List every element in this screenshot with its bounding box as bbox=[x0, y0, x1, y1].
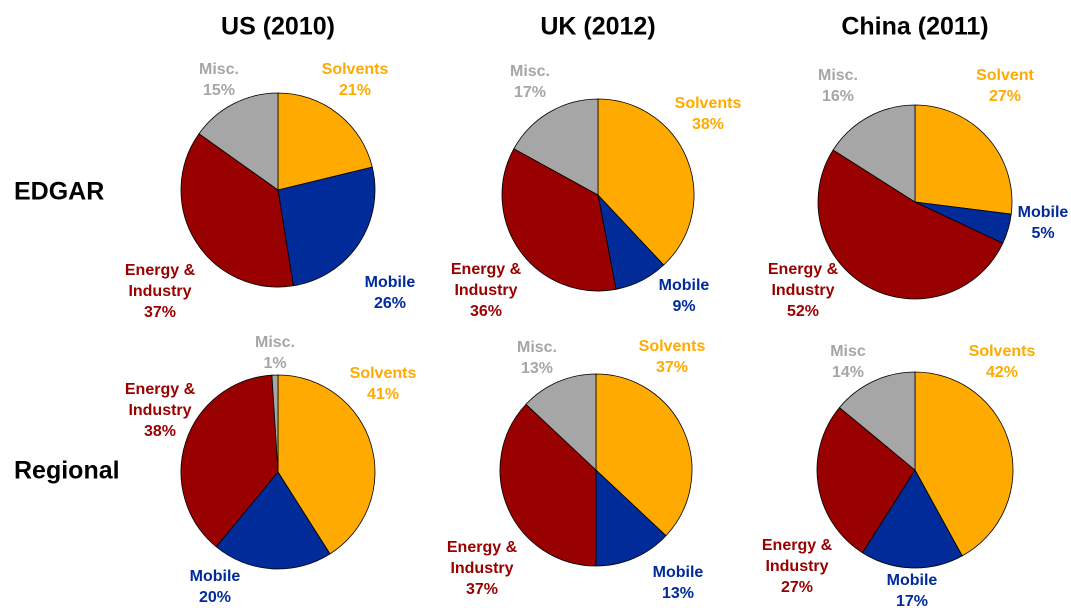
slice-value-label: 26% bbox=[374, 295, 406, 312]
slice-value-label: 27% bbox=[989, 88, 1021, 105]
slice-label: Solvents bbox=[322, 61, 389, 78]
slice-label: Mobile bbox=[1018, 204, 1069, 221]
slice-label: Misc. bbox=[818, 67, 858, 84]
pie-slice bbox=[861, 469, 963, 569]
slice-label: Mobile bbox=[365, 274, 416, 291]
slice-value-label: 13% bbox=[521, 360, 553, 377]
slice-label: Energy & Industry bbox=[451, 261, 522, 299]
pie-slice bbox=[180, 374, 279, 548]
slice-value-label: 38% bbox=[144, 423, 176, 440]
slice-value-label: 15% bbox=[203, 82, 235, 99]
slice-value-label: 42% bbox=[986, 364, 1018, 381]
pie-slice bbox=[513, 98, 599, 196]
slice-label: Misc. bbox=[255, 334, 295, 351]
slice-label: Misc bbox=[830, 343, 866, 360]
row-title: Regional bbox=[14, 457, 120, 485]
slice-label: Solvents bbox=[969, 343, 1036, 360]
slice-label: Misc. bbox=[517, 339, 557, 356]
slice-label: Energy & Industry bbox=[125, 381, 196, 419]
slice-value-label: 17% bbox=[514, 84, 546, 101]
slice-label: Mobile bbox=[659, 277, 710, 294]
slice-value-label: 37% bbox=[466, 581, 498, 598]
slice-label: Misc. bbox=[510, 63, 550, 80]
pie-slice bbox=[277, 166, 376, 287]
pie-slice bbox=[277, 374, 376, 555]
pie-slice bbox=[499, 403, 597, 567]
pie-slice bbox=[832, 104, 916, 203]
pie-slice bbox=[914, 104, 1013, 215]
pie-slice bbox=[277, 92, 373, 191]
pie-slice bbox=[198, 92, 279, 191]
slice-value-label: 9% bbox=[672, 298, 695, 315]
slice-label: Energy & Industry bbox=[762, 537, 833, 575]
slice-label: Energy & Industry bbox=[125, 262, 196, 300]
slice-label: Solvents bbox=[639, 338, 706, 355]
slice-value-label: 38% bbox=[692, 116, 724, 133]
pie-slice bbox=[180, 133, 294, 288]
slice-value-label: 27% bbox=[781, 579, 813, 596]
slice-value-label: 17% bbox=[896, 593, 928, 608]
slice-value-label: 41% bbox=[367, 386, 399, 403]
slice-value-label: 16% bbox=[822, 88, 854, 105]
pie-slice bbox=[595, 373, 693, 537]
slice-value-label: 37% bbox=[656, 359, 688, 376]
slice-label: Energy & Industry bbox=[768, 261, 839, 299]
slice-label: Solvent bbox=[976, 67, 1034, 84]
slice-value-label: 37% bbox=[144, 304, 176, 321]
slice-value-label: 36% bbox=[470, 303, 502, 320]
pie-slice bbox=[215, 471, 331, 570]
pie-slice bbox=[838, 371, 916, 471]
slice-value-label: 14% bbox=[832, 364, 864, 381]
column-title: China (2011) bbox=[841, 13, 988, 41]
slice-label: Mobile bbox=[887, 572, 938, 589]
row-title: EDGAR bbox=[14, 178, 104, 206]
pie-slice bbox=[816, 406, 916, 554]
slice-label: Misc. bbox=[199, 61, 239, 78]
slice-label: Energy & Industry bbox=[447, 539, 518, 577]
slice-label: Solvents bbox=[350, 365, 417, 382]
pie-slice bbox=[271, 374, 279, 473]
slice-value-label: 21% bbox=[339, 82, 371, 99]
slice-value-label: 13% bbox=[662, 585, 694, 602]
pie-slice bbox=[595, 469, 667, 567]
slice-label: Solvents bbox=[675, 95, 742, 112]
column-title: UK (2012) bbox=[540, 13, 655, 41]
column-title: US (2010) bbox=[221, 13, 335, 41]
pie-slice bbox=[525, 373, 597, 471]
slice-label: Mobile bbox=[653, 564, 704, 581]
slice-value-label: 5% bbox=[1031, 225, 1054, 242]
slice-label: Mobile bbox=[190, 568, 241, 585]
slice-value-label: 52% bbox=[787, 303, 819, 320]
pie-slice bbox=[597, 98, 695, 266]
slice-value-label: 20% bbox=[199, 589, 231, 606]
pie-slice bbox=[501, 148, 617, 292]
pie-slice bbox=[817, 149, 1004, 300]
slice-value-label: 1% bbox=[263, 355, 286, 372]
pie-slice bbox=[914, 371, 1014, 557]
